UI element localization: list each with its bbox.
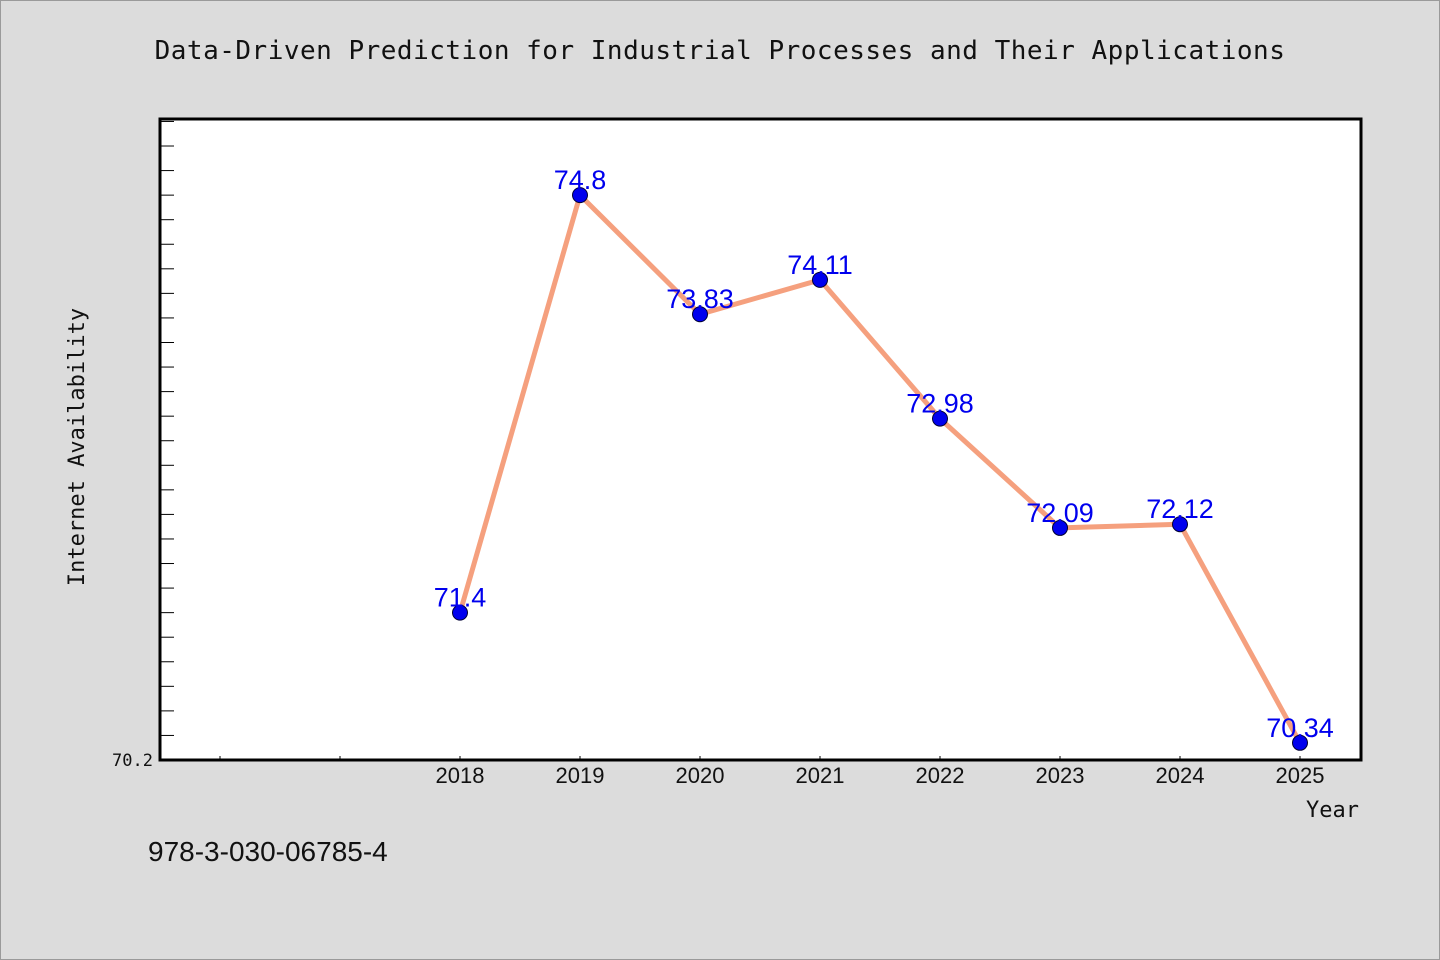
data-point [692, 306, 708, 323]
series-line [457, 192, 1303, 746]
x-tick-label: 2019 [556, 763, 605, 788]
data-labels: 71.4 74.8 73.83 74.11 72.98 72.09 72.12 70.34 [434, 165, 1334, 743]
data-label: 74.11 [787, 250, 853, 280]
data-label: 71.4 [434, 583, 487, 613]
data-point [812, 271, 828, 288]
data-label: 72.09 [1026, 498, 1094, 528]
x-tick-label: 2018 [436, 763, 485, 788]
x-tick-labels: 2018 2019 2020 2021 2022 2023 2024 2025 [436, 763, 1325, 788]
x-tick-label: 2020 [676, 763, 725, 788]
data-label: 72.98 [906, 389, 974, 419]
series-line-group [457, 192, 1303, 746]
data-point [572, 187, 588, 204]
x-tick-label: 2022 [916, 763, 965, 788]
y-axis-label: Internet Availability [65, 308, 90, 586]
x-tick-label: 2021 [796, 763, 845, 788]
chart-title: Data-Driven Prediction for Industrial Pr… [154, 36, 1286, 66]
x-tick-label: 2025 [1276, 763, 1325, 788]
data-label: 70.34 [1266, 713, 1334, 743]
x-axis-label: Year [1306, 798, 1359, 823]
plot-area [158, 117, 1363, 762]
y-axis-ticks [160, 120, 174, 761]
x-tick-label: 2023 [1036, 763, 1085, 788]
data-point [1052, 519, 1068, 536]
data-label: 74.8 [554, 165, 607, 195]
x-tick-label: 2024 [1156, 763, 1205, 788]
isbn-text: 978-3-030-06785-4 [148, 836, 388, 867]
data-point [1292, 734, 1308, 751]
y-tick-label: 70.2 [112, 751, 153, 771]
data-markers [452, 187, 1308, 751]
x-axis-ticks [219, 756, 1301, 760]
data-point [1172, 516, 1188, 533]
data-point [932, 410, 948, 427]
data-point [452, 604, 468, 621]
data-label: 73.83 [666, 284, 734, 314]
data-label: 72.12 [1146, 494, 1214, 524]
